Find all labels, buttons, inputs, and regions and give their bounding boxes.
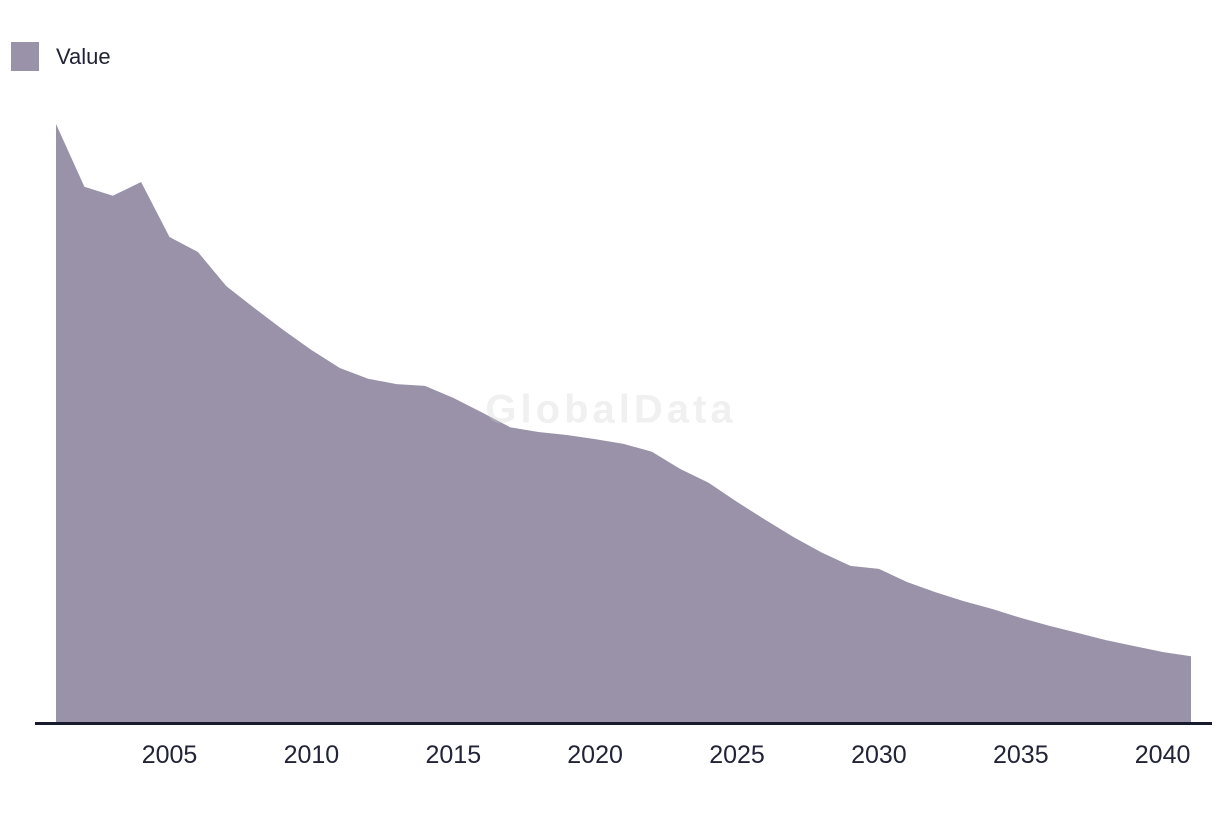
x-tick-label: 2005 bbox=[141, 741, 198, 769]
area-series-value bbox=[56, 124, 1191, 722]
x-tick-label: 2025 bbox=[709, 741, 765, 769]
x-tick-label: 2040 bbox=[1134, 741, 1191, 769]
x-axis-tick-labels: 2005 2010 2015 2020 2025 2030 2035 2040 bbox=[0, 741, 1220, 774]
x-tick-label: 2010 bbox=[283, 741, 340, 769]
x-tick-label: 2020 bbox=[567, 741, 623, 769]
legend-label: Value bbox=[56, 43, 111, 69]
x-axis-line bbox=[35, 722, 1212, 725]
x-tick-label: 2030 bbox=[851, 741, 907, 769]
legend-swatch bbox=[11, 42, 39, 71]
legend-item-value[interactable]: Value bbox=[11, 42, 111, 71]
x-tick-label: 2035 bbox=[992, 741, 1049, 769]
x-tick-label: 2015 bbox=[425, 741, 482, 769]
